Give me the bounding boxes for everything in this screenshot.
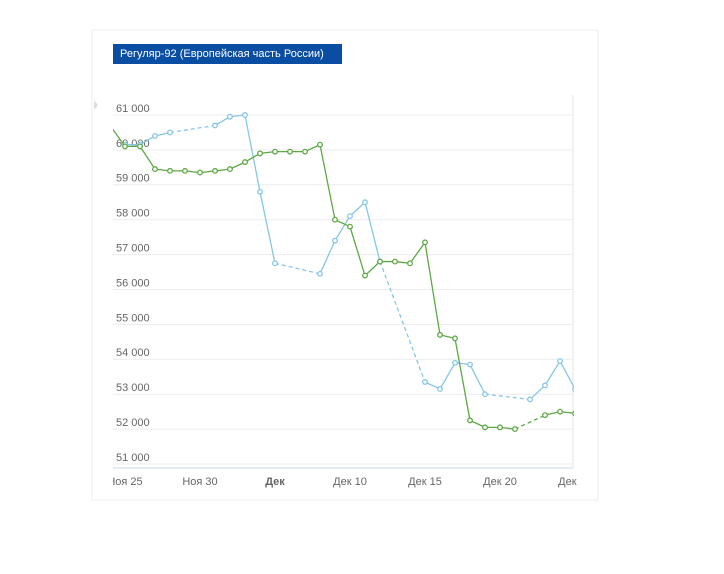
gap-connector bbox=[274, 262, 321, 275]
point bbox=[152, 166, 158, 173]
y-tick-label: 52 000 bbox=[116, 417, 150, 429]
point bbox=[347, 213, 353, 220]
point bbox=[272, 260, 278, 267]
point bbox=[527, 396, 533, 403]
point bbox=[557, 358, 563, 364]
x-labels: Ноя 25 Ноя 30 Дек Дек 10 Дек 15 Дек 20 Дек 25 bbox=[107, 476, 592, 488]
y-tick-label: 53 000 bbox=[116, 382, 150, 394]
point bbox=[332, 216, 338, 223]
gap-connector bbox=[379, 261, 426, 383]
x-tick-label: Ноя 30 bbox=[182, 476, 217, 488]
point bbox=[137, 143, 143, 150]
point bbox=[482, 391, 488, 398]
point bbox=[542, 382, 548, 389]
point bbox=[572, 386, 574, 392]
point bbox=[437, 386, 443, 392]
point bbox=[452, 335, 458, 342]
gap-connector bbox=[514, 414, 546, 430]
caret bbox=[94, 100, 98, 110]
point bbox=[392, 258, 398, 265]
y-tick-label: 58 000 bbox=[116, 208, 150, 220]
x-tick-label: Дек 10 bbox=[333, 476, 367, 488]
y-tick-label: 61 000 bbox=[116, 103, 150, 115]
point bbox=[242, 159, 248, 166]
point bbox=[212, 167, 218, 174]
point bbox=[452, 359, 458, 366]
x-tick-label: Дек 25 bbox=[558, 476, 592, 488]
point bbox=[482, 424, 488, 431]
point bbox=[557, 408, 563, 415]
panel bbox=[91, 29, 599, 501]
y-tick-label: 51 000 bbox=[116, 452, 150, 464]
gap-connector bbox=[484, 393, 531, 401]
plot bbox=[113, 112, 574, 433]
point bbox=[212, 122, 218, 129]
point bbox=[227, 113, 233, 120]
point bbox=[542, 412, 548, 419]
point bbox=[377, 258, 383, 265]
point bbox=[167, 167, 173, 174]
point bbox=[407, 260, 413, 267]
point bbox=[302, 148, 308, 155]
point bbox=[467, 361, 473, 368]
point bbox=[467, 417, 473, 424]
y-tick-label: 60 000 bbox=[116, 138, 150, 150]
point bbox=[152, 132, 158, 139]
y-tick-label: 56 000 bbox=[116, 277, 150, 289]
point bbox=[197, 169, 203, 176]
point bbox=[227, 166, 233, 173]
y-tick-label: 57 000 bbox=[116, 243, 150, 255]
y-tick-label: 55 000 bbox=[116, 312, 150, 324]
point bbox=[512, 426, 518, 433]
point bbox=[242, 112, 248, 118]
title-box bbox=[113, 44, 342, 64]
x-tick-label: Дек 15 bbox=[408, 476, 442, 488]
point bbox=[422, 239, 428, 246]
y-tick-label: 59 000 bbox=[116, 173, 150, 185]
x-tick-label: Ноя 25 bbox=[107, 476, 142, 488]
point bbox=[317, 141, 323, 148]
gap-connector bbox=[169, 124, 216, 134]
point bbox=[497, 424, 503, 431]
point bbox=[122, 143, 128, 150]
grid: 51 000 52 000 53 000 54 000 55 000 56 000 57 0… bbox=[113, 103, 573, 465]
point bbox=[182, 167, 188, 174]
point bbox=[317, 270, 323, 277]
point bbox=[362, 272, 368, 279]
point bbox=[347, 223, 353, 230]
chart-title: Регуляр-92 (Европейская часть России) bbox=[120, 48, 324, 60]
point bbox=[272, 148, 278, 155]
x-tick-label: Дек bbox=[265, 476, 285, 488]
point bbox=[167, 129, 173, 136]
y-tick-label: 54 000 bbox=[116, 347, 150, 359]
point bbox=[437, 331, 443, 338]
point bbox=[257, 188, 263, 195]
point bbox=[572, 410, 574, 417]
point bbox=[362, 199, 368, 206]
point bbox=[287, 148, 293, 155]
point bbox=[332, 237, 338, 244]
point bbox=[422, 379, 428, 385]
x-tick-label: Дек 20 bbox=[483, 476, 517, 488]
point bbox=[257, 150, 263, 157]
